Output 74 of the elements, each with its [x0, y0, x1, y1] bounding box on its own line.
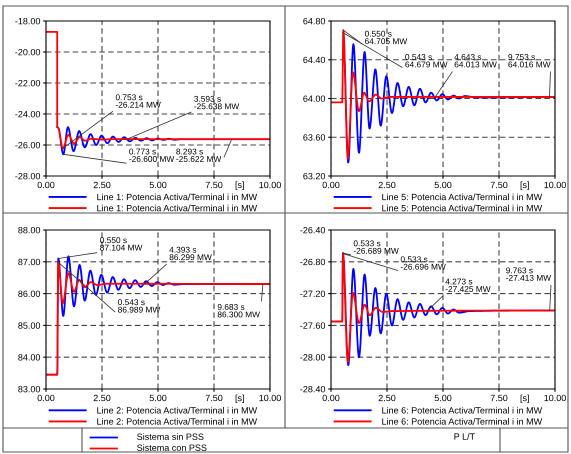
x-axis-title: [s]: [236, 181, 244, 190]
x-tick-label: 7.50: [206, 182, 222, 188]
annotation: 9.683 s 86.300 MW: [218, 304, 260, 318]
y-tick-label: -27.20: [300, 290, 326, 297]
legend-label: Line 1: Potencia Activa/Terminal i in MW: [97, 204, 258, 212]
legend-label: Line 6: Potencia Activa/Terminal i in MW: [382, 418, 542, 425]
y-tick-label: 63.20: [303, 172, 326, 180]
x-axis-title: [s]: [236, 394, 244, 403]
text: P L/T: [454, 433, 475, 440]
x-tick-label: 7.50: [490, 394, 508, 402]
legend-label: Line 5: Potencia Activa/Terminal i in MW: [382, 204, 542, 212]
x-tick-label: 7.50: [490, 182, 508, 188]
y-tick-label: 64.40: [303, 56, 326, 64]
y-tick-label: -26.00: [15, 142, 40, 148]
y-tick-label: -28.00: [15, 172, 40, 180]
annotation: 0.533 s -26.696 MW: [400, 256, 446, 270]
annotation: 0.550 s 64.705 MW: [364, 30, 408, 44]
x-tick-label: 10.00: [259, 394, 281, 402]
x-tick-label: 10.00: [259, 182, 281, 188]
legend-label: Line 6: Potencia Activa/Terminal i in MW: [382, 406, 542, 414]
x-tick-label: 2.50: [94, 182, 110, 188]
x-tick-label: 2.50: [94, 394, 110, 402]
y-tick-label: -28.00: [300, 354, 326, 361]
legend-label: Line 2: Potencia Activa/Terminal i in MW: [97, 406, 258, 414]
annotation: 0.753 s -26.214 MW: [116, 94, 161, 108]
y-tick-label: -27.60: [300, 322, 326, 329]
y-tick-label: -28.40: [300, 386, 326, 392]
x-tick-label: 2.50: [378, 394, 396, 402]
y-tick-label: 85.00: [18, 322, 40, 329]
legend-label: Sistema con PSS: [137, 444, 207, 451]
x-tick-label: 0.00: [38, 394, 54, 402]
y-tick-label: 88.00: [18, 226, 40, 234]
y-tick-label: 83.00: [18, 386, 40, 392]
x-tick-label: 5.00: [150, 394, 166, 402]
x-axis-title: [s]: [520, 394, 529, 403]
y-tick-label: 63.60: [303, 134, 326, 141]
y-tick-label: 87.00: [18, 258, 40, 266]
x-tick-label: 2.50: [378, 182, 396, 188]
annotation: 3.593 s -25.638 MW: [194, 96, 240, 110]
annotation: 4.643 s 64.013 MW: [454, 54, 497, 68]
annotation: 4.273 s -27.425 MW: [445, 278, 491, 292]
legend-label: Sistema sin PSS: [137, 433, 204, 440]
legend-label: Line 1: Potencia Activa/Terminal i in MW: [97, 194, 258, 200]
y-tick-label: 64.00: [303, 95, 326, 102]
y-tick-label: 84.00: [18, 354, 40, 361]
annotation: 0.533 s -26.689 MW: [354, 240, 399, 254]
annotation: 0.543 s 64.679 MW: [405, 54, 448, 68]
annotation: 9.763 s -27.413 MW: [506, 267, 552, 281]
annotation: 0.773 s -26.600 MW: [129, 148, 174, 162]
annotation: 0.543 s 86.989 MW: [118, 299, 160, 313]
y-tick-label: -26.80: [300, 258, 326, 266]
x-tick-label: 10.00: [544, 394, 566, 402]
x-tick-label: 5.00: [434, 182, 452, 188]
x-tick-label: 5.00: [150, 182, 166, 188]
annotation: 0.550 s 87.104 MW: [100, 237, 142, 251]
y-tick-label: -22.00: [15, 80, 40, 86]
x-tick-label: 7.50: [206, 394, 222, 402]
y-tick-label: 64.80: [303, 18, 326, 24]
x-tick-label: 0.00: [38, 182, 54, 188]
y-tick-label: -26.40: [300, 226, 326, 234]
annotation: 4.393 s 86.299 MW: [169, 246, 212, 260]
x-tick-label: 0.00: [322, 182, 340, 188]
annotation: 9.753 s 64.016 MW: [508, 54, 551, 68]
x-axis-title: [s]: [520, 181, 529, 190]
legend-label: Line 2: Potencia Activa/Terminal i in MW: [97, 418, 258, 425]
y-tick-label: -18.00: [15, 18, 40, 24]
y-tick-label: -20.00: [15, 48, 40, 56]
y-tick-label: 86.00: [18, 290, 40, 297]
x-tick-label: 10.00: [544, 182, 566, 188]
legend-label: Line 5: Potencia Activa/Terminal i in MW: [382, 194, 542, 200]
x-tick-label: 5.00: [434, 394, 452, 402]
y-tick-label: -24.00: [15, 110, 40, 118]
x-tick-label: 0.00: [322, 394, 340, 402]
annotation: 8.293 s -25.622 MW: [176, 148, 222, 162]
